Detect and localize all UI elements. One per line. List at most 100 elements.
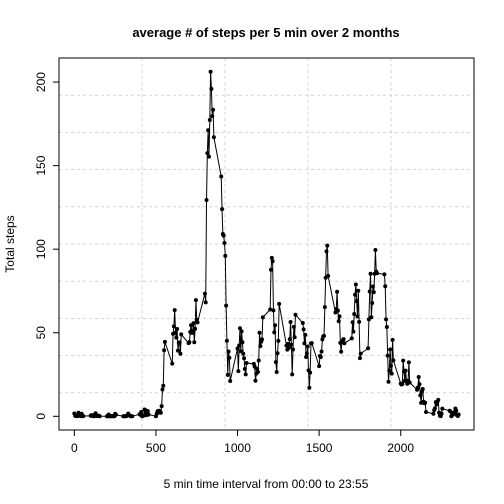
data-point (303, 332, 308, 337)
data-point (318, 354, 323, 359)
data-point (308, 370, 313, 375)
y-axis-label: Total steps (3, 215, 17, 272)
data-point (304, 351, 309, 356)
data-point (357, 356, 362, 361)
data-point (240, 340, 245, 345)
data-point (193, 298, 198, 303)
data-point (211, 135, 216, 140)
data-point (336, 319, 341, 324)
data-point (454, 408, 459, 413)
data-point (317, 364, 322, 369)
data-point (145, 409, 150, 414)
data-point (268, 307, 273, 312)
data-point (222, 240, 227, 245)
data-point (349, 336, 354, 341)
data-point (368, 271, 373, 276)
data-point (424, 409, 429, 414)
x-tick-label: 0 (71, 441, 78, 455)
data-point (287, 337, 292, 342)
y-tick-label: 50 (34, 326, 48, 340)
data-point (170, 361, 175, 366)
data-point (387, 368, 392, 373)
data-point (255, 366, 260, 371)
data-point (206, 128, 211, 133)
data-point (286, 345, 291, 350)
data-point (337, 314, 342, 319)
data-point (224, 338, 229, 343)
data-point (273, 323, 278, 328)
data-point (237, 343, 242, 348)
data-point (204, 198, 209, 203)
data-point (223, 253, 228, 258)
data-point (403, 368, 408, 373)
data-point (174, 335, 179, 340)
data-point (277, 301, 282, 306)
data-point (175, 327, 180, 332)
data-point (350, 320, 355, 325)
data-point (187, 340, 192, 345)
data-point (309, 341, 314, 346)
data-point (390, 337, 395, 342)
data-point (342, 341, 347, 346)
data-point (224, 303, 229, 308)
data-point (293, 312, 298, 317)
data-point (307, 385, 312, 390)
data-point (211, 107, 216, 112)
data-point (341, 337, 346, 342)
data-point (97, 414, 102, 419)
y-tick-label: 0 (34, 413, 48, 420)
data-point (235, 346, 240, 351)
data-point (357, 319, 362, 324)
data-point (225, 372, 230, 377)
data-point (358, 351, 363, 356)
data-point (226, 349, 231, 354)
data-point (367, 289, 372, 294)
data-point (389, 371, 394, 376)
data-point (382, 272, 387, 277)
y-tick-label: 200 (34, 72, 48, 92)
data-point (326, 273, 331, 278)
data-point (373, 248, 378, 253)
data-point (324, 249, 329, 254)
data-point (158, 410, 163, 415)
data-point (448, 409, 453, 414)
data-point (242, 367, 247, 372)
data-point (210, 114, 215, 119)
data-point (239, 329, 244, 334)
data-point (319, 349, 324, 354)
data-point (302, 341, 307, 346)
x-tick-label: 1000 (224, 441, 251, 455)
data-point (322, 305, 327, 310)
data-point (388, 363, 393, 368)
data-point (208, 69, 213, 74)
data-point (273, 360, 278, 365)
data-point (260, 337, 265, 342)
data-point (244, 360, 249, 365)
data-point (320, 337, 325, 342)
data-point (191, 321, 196, 326)
data-point (385, 353, 390, 358)
data-point (401, 358, 406, 363)
data-point (355, 314, 360, 319)
data-point (193, 326, 198, 331)
data-point (175, 348, 180, 353)
data-point (439, 411, 444, 416)
data-point (371, 290, 376, 295)
data-point (236, 369, 241, 374)
data-point (356, 288, 361, 293)
data-point (207, 118, 212, 122)
data-point (300, 321, 305, 326)
y-tick-label: 150 (34, 155, 48, 175)
data-point (220, 207, 225, 212)
data-point (203, 300, 208, 305)
data-point (291, 324, 296, 329)
data-point (353, 282, 358, 287)
data-point (407, 380, 412, 385)
data-point (383, 284, 388, 289)
data-point (432, 406, 437, 411)
data-point (272, 330, 277, 335)
data-point (159, 404, 164, 409)
data-point (366, 346, 371, 351)
data-point (256, 358, 261, 363)
data-point (415, 385, 420, 390)
